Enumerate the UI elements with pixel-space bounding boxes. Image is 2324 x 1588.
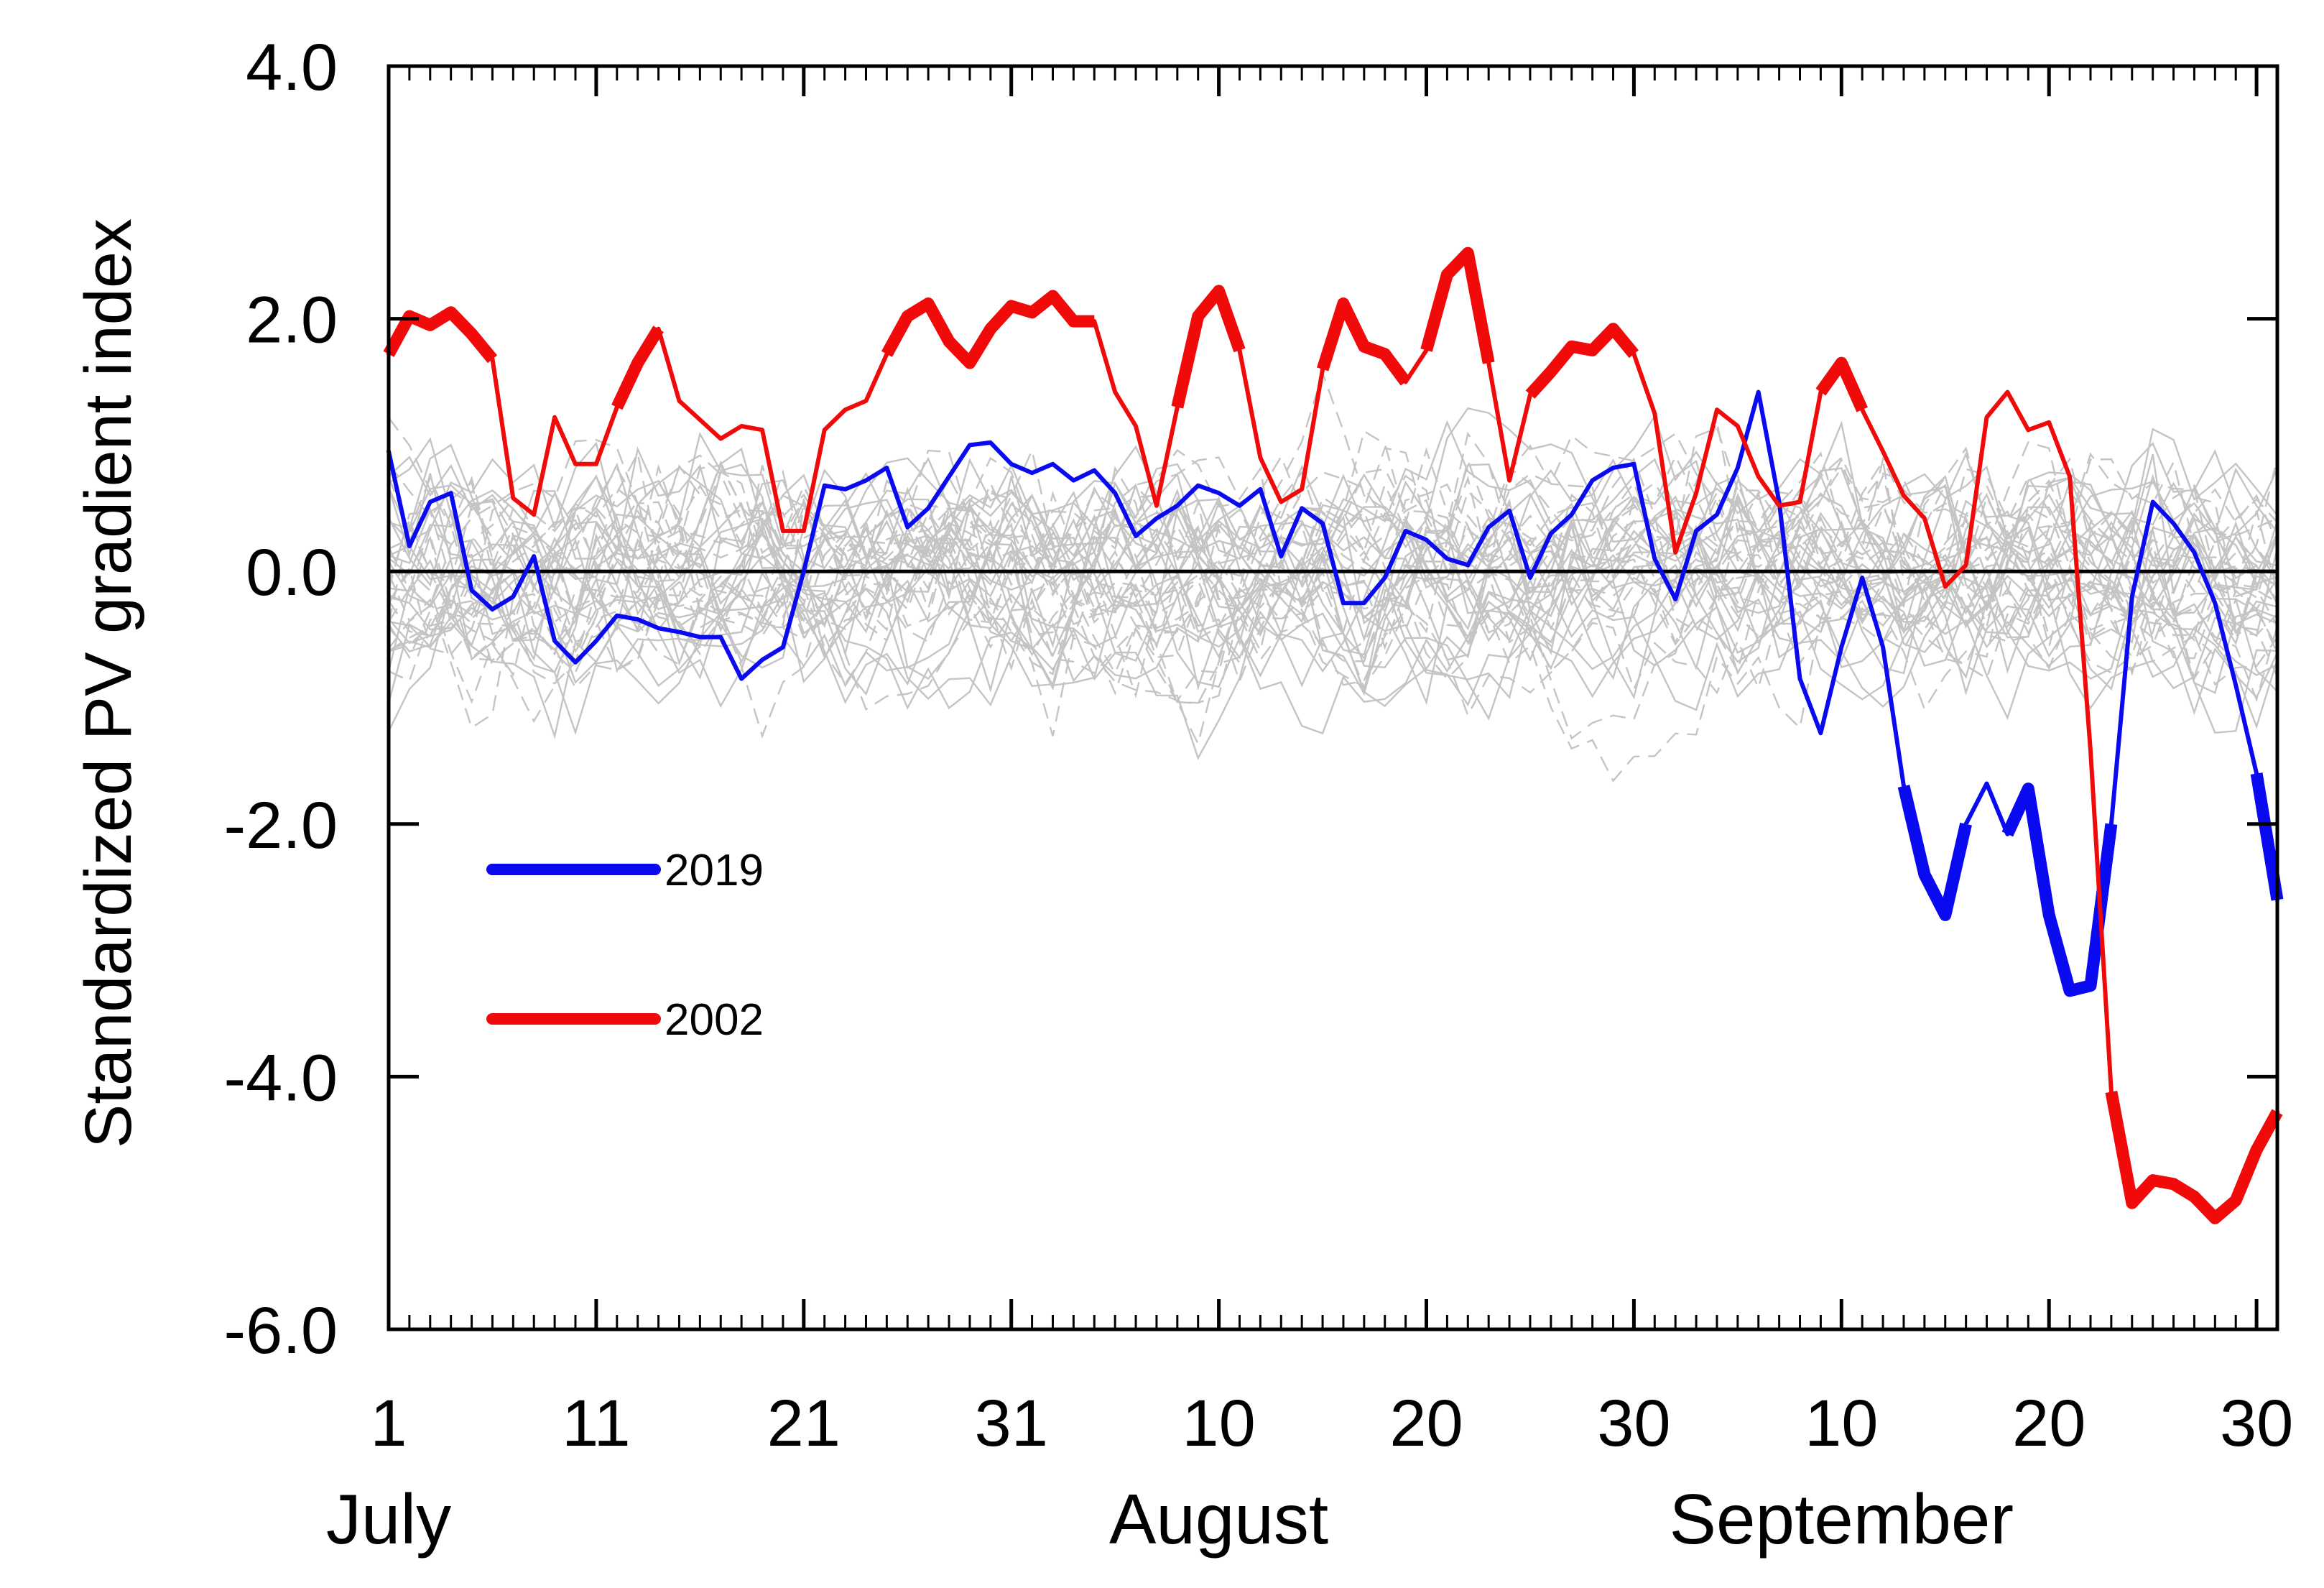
background-year-line	[387, 431, 2278, 734]
x-tick-label: 20	[2012, 1387, 2085, 1460]
x-tick-label: 10	[1182, 1387, 1255, 1460]
series-significant-segment-2019	[2001, 783, 2118, 997]
series-significant-segment-2019	[2250, 772, 2284, 901]
x-tick-label: 11	[562, 1387, 631, 1460]
legend-label-2019: 2019	[665, 846, 764, 895]
y-axis-label: Standardized PV gradient index	[72, 218, 145, 1148]
series-significant-segment-2002	[1815, 356, 1868, 412]
x-tick-label: 10	[1805, 1387, 1878, 1460]
background-year-line	[388, 447, 2279, 724]
x-tick-label: 21	[767, 1387, 841, 1460]
y-tick-label: 2.0	[246, 284, 338, 357]
series-significant-segment-2002	[1525, 323, 1639, 399]
y-tick-label: 0.0	[246, 536, 338, 609]
background-year-line	[388, 448, 2278, 783]
background-year-line	[387, 457, 2279, 740]
y-tick-label: 4.0	[246, 31, 338, 104]
series-significant-segment-2002	[1420, 246, 1495, 364]
background-years-lines	[387, 370, 2279, 783]
plot-frame	[386, 64, 2279, 1331]
background-year-line	[388, 453, 2279, 708]
month-label: September	[1670, 1479, 2014, 1559]
background-year-line	[388, 443, 2279, 710]
background-year-line	[388, 428, 2278, 696]
series-significant-segment-2002	[2105, 1090, 2283, 1224]
legend-label-2002: 2002	[665, 995, 764, 1045]
series-significant-segment-2002	[383, 306, 498, 364]
background-year-line	[387, 489, 2279, 716]
background-year-line	[388, 446, 2279, 729]
x-tick-label: 31	[975, 1387, 1048, 1460]
month-label: July	[326, 1479, 451, 1559]
y-tick-label: -2.0	[223, 789, 338, 862]
background-year-line	[387, 457, 2279, 739]
legend: 2019 2002	[486, 846, 764, 1045]
x-tick-label: 30	[2220, 1387, 2293, 1460]
y-tick-label: -4.0	[223, 1041, 338, 1114]
background-year-line	[387, 449, 2278, 685]
y-tick-label: -6.0	[223, 1294, 338, 1367]
x-tick-label: 20	[1389, 1387, 1463, 1460]
series-significant-segment-2002	[611, 326, 664, 410]
month-label: August	[1109, 1479, 1328, 1559]
x-tick-label: 30	[1597, 1387, 1670, 1460]
series-layer	[383, 246, 2284, 1224]
background-year-line	[387, 445, 2279, 721]
x-tick-label: 1	[370, 1387, 407, 1460]
background-year-line	[388, 417, 2279, 675]
series-significant-segment-2002	[881, 290, 1095, 369]
background-year-line	[388, 454, 2278, 686]
background-year-line	[388, 420, 2278, 642]
series-significant-segment-2002	[1316, 297, 1411, 386]
background-year-line	[388, 457, 2279, 705]
background-year-line	[388, 467, 2279, 760]
series-significant-segment-2019	[1897, 785, 1972, 921]
background-year-line	[387, 414, 2278, 735]
background-year-line	[387, 370, 2279, 703]
series-significant-segment-2002	[1171, 285, 1246, 409]
